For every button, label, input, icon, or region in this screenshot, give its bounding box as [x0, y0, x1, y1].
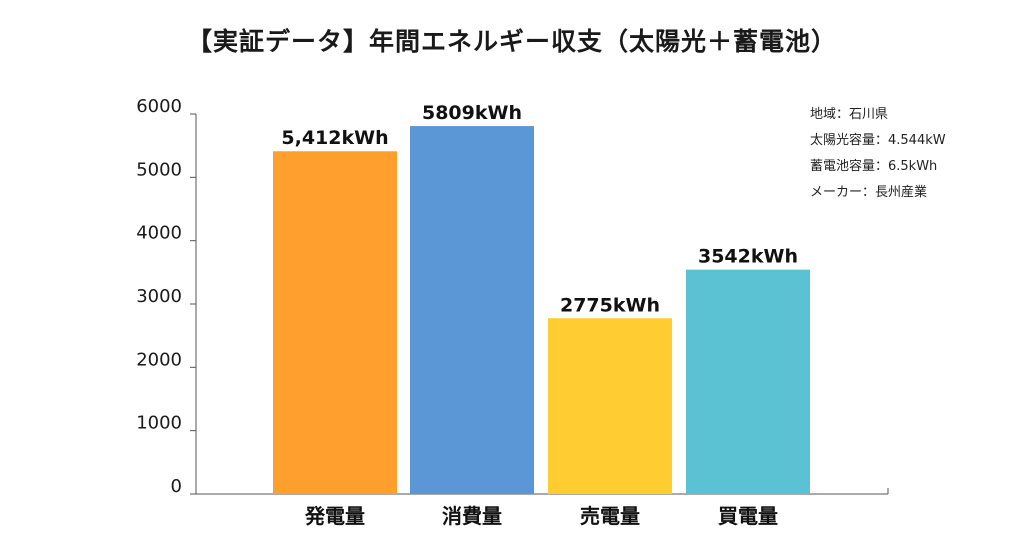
bar-発電量: [273, 151, 397, 495]
data-label: 5,412kWh: [281, 127, 388, 149]
x-category-label: 買電量: [718, 504, 778, 528]
y-tick-label: 6000: [136, 96, 182, 117]
bars: 5,412kWh 5809kWh 2775kWh 3542kWh: [273, 102, 810, 495]
bar-売電量: [548, 318, 672, 494]
info-manufacturer: メーカー：長州産業: [810, 185, 928, 200]
y-tick-label: 2000: [136, 349, 182, 370]
y-tick-label: 1000: [136, 413, 182, 434]
y-tick-label: 5000: [136, 159, 182, 180]
x-category-label: 発電量: [304, 504, 365, 528]
y-tick-label: 4000: [136, 223, 182, 244]
bar-消費量: [410, 126, 534, 494]
info-battery-capacity: 蓄電池容量：6.5kWh: [810, 159, 938, 174]
y-tick-label: 0: [171, 476, 182, 497]
y-axis: 0 1000 2000 3000 4000 5000 6000: [136, 96, 197, 497]
data-label: 3542kWh: [698, 246, 798, 268]
y-tick-label: 3000: [136, 286, 182, 307]
data-label: 5809kWh: [422, 102, 522, 124]
x-category-label: 売電量: [580, 504, 640, 528]
chart-title: 【実証データ】年間エネルギー収支（太陽光＋蓄電池）: [186, 27, 837, 56]
info-box: 地域：石川県 太陽光容量：4.544kW 蓄電池容量：6.5kWh メーカー：長…: [810, 102, 946, 206]
x-category-label: 消費量: [442, 504, 502, 528]
info-solar-capacity: 太陽光容量：4.544kW: [810, 133, 946, 148]
bar-買電量: [686, 269, 810, 494]
data-label: 2775kWh: [560, 294, 660, 316]
info-region: 地域：石川県: [810, 107, 889, 122]
